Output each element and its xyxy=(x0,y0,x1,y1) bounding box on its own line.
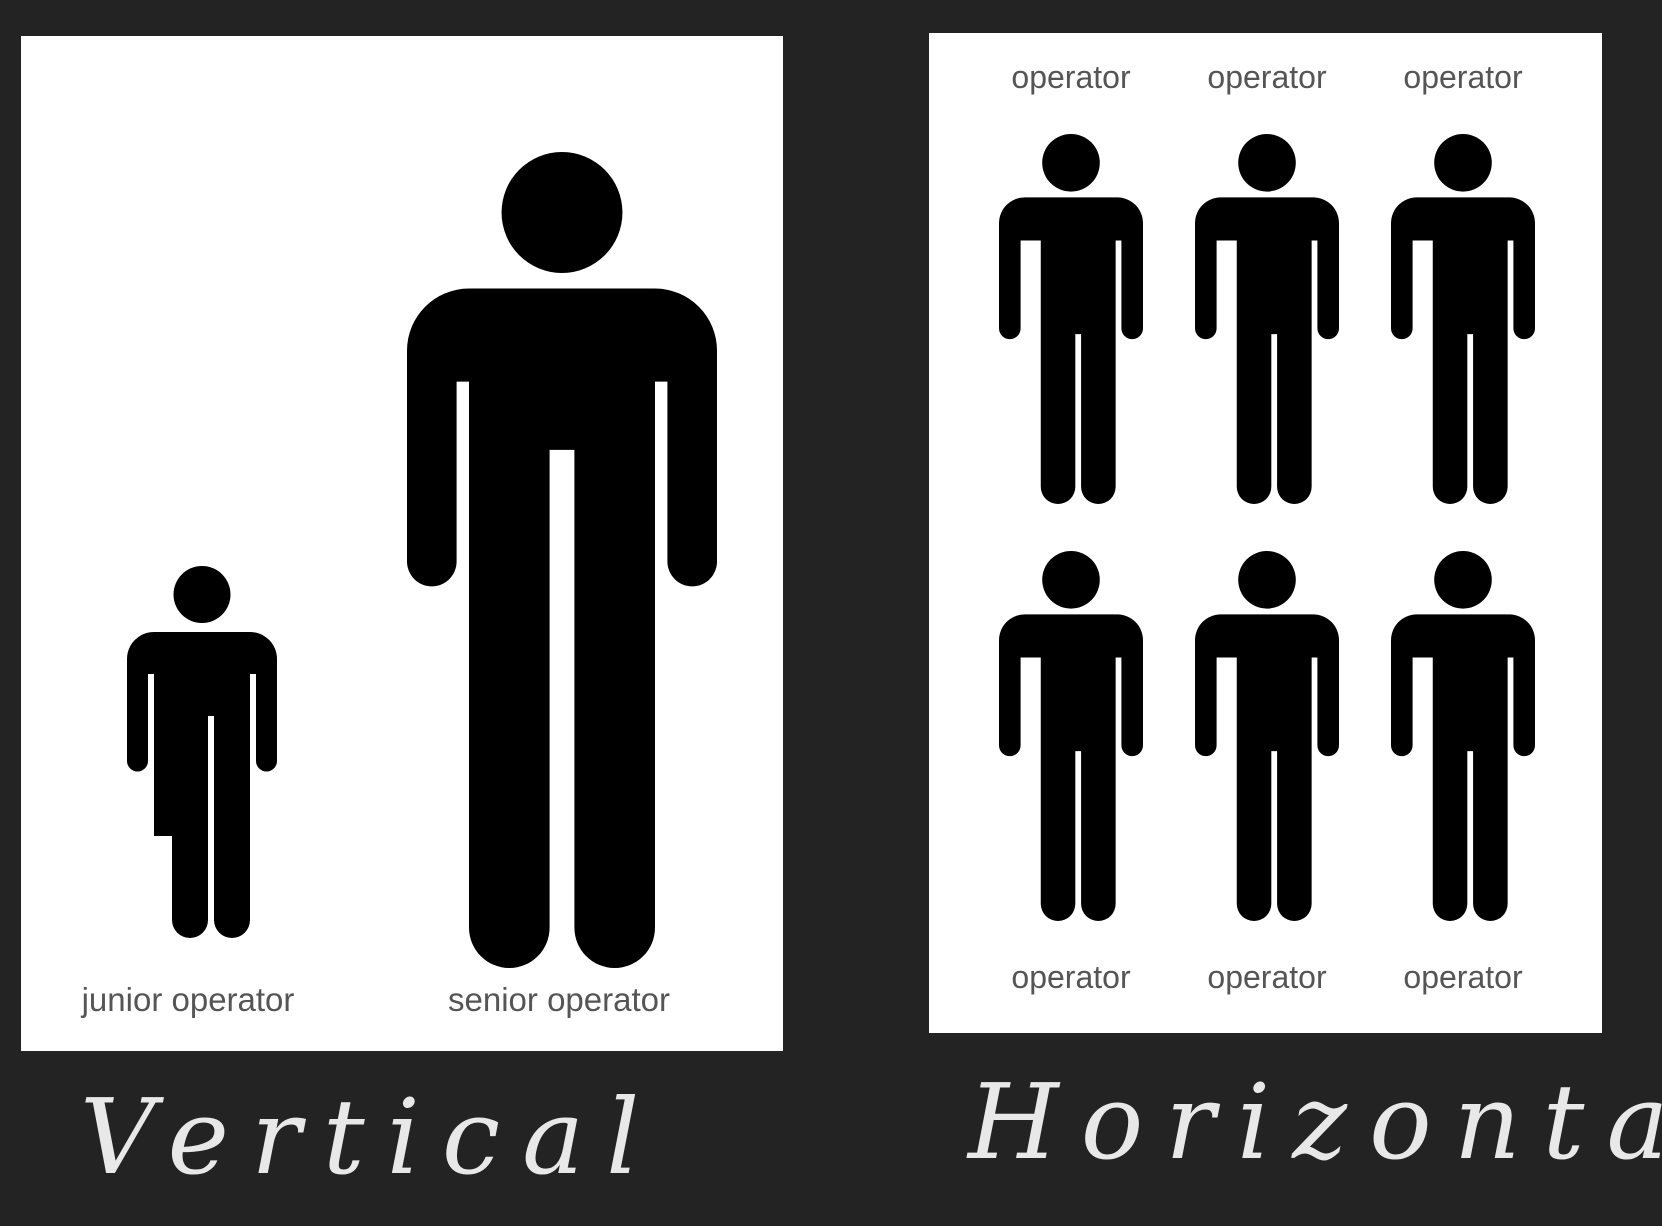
operator-label-top-2: operator xyxy=(1207,59,1327,95)
operator-person-icon-3 xyxy=(1391,134,1535,504)
junior-operator-person-icon xyxy=(127,566,277,938)
operator-label-bottom-3: operator xyxy=(1403,959,1523,995)
operator-person-icon-6 xyxy=(1391,551,1535,921)
junior-operator-label: junior operator xyxy=(81,981,295,1018)
operator-person-icon-4 xyxy=(999,551,1143,921)
senior-operator-label: senior operator xyxy=(448,981,670,1018)
operator-label-bottom-2: operator xyxy=(1207,959,1327,995)
operator-label-bottom-1: operator xyxy=(1011,959,1131,995)
horizontal-caption: Horizontal xyxy=(968,1061,1662,1183)
operator-person-icon-1 xyxy=(999,134,1143,504)
operator-person-icon-5 xyxy=(1195,551,1339,921)
operator-label-top-1: operator xyxy=(1011,59,1131,95)
horizontal-panel: operator operator operator xyxy=(929,33,1602,1033)
operator-label-top-3: operator xyxy=(1403,59,1523,95)
operator-person-icon-2 xyxy=(1195,134,1339,504)
vertical-panel: junior operator senior operator xyxy=(21,36,783,1051)
senior-operator-person-icon xyxy=(407,152,717,968)
vertical-caption: Vertical xyxy=(80,1076,662,1198)
